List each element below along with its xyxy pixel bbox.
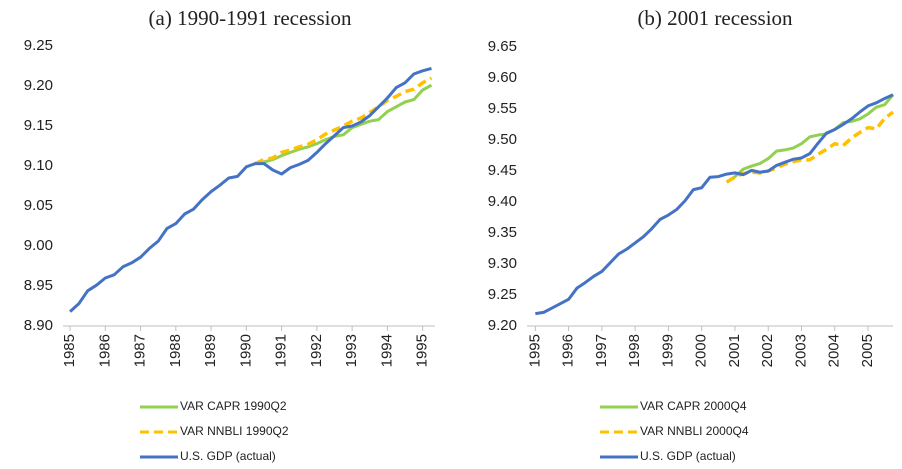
legend-label: VAR CAPR 1990Q2: [180, 399, 287, 413]
x-tick-label: 1992: [308, 334, 325, 367]
series-line: [725, 93, 895, 184]
y-tick-label: 8.95: [24, 277, 53, 294]
x-tick-label: 1998: [626, 334, 643, 367]
y-tick-label: 9.35: [488, 224, 517, 241]
y-tick-label: 9.20: [24, 77, 53, 94]
y-tick-label: 9.25: [24, 37, 53, 54]
y-tick-label: 9.60: [488, 69, 517, 86]
x-tick-label: 2000: [693, 334, 710, 367]
series-line: [254, 83, 433, 166]
y-tick-label: 9.40: [488, 193, 517, 210]
series-line: [69, 66, 432, 313]
y-tick-label: 9.00: [24, 237, 53, 254]
x-tick-label: 1994: [378, 334, 395, 367]
y-tick-label: 9.25: [488, 286, 517, 303]
x-tick-label: 1988: [167, 334, 184, 367]
x-tick-label: 1986: [96, 334, 113, 367]
x-tick-label: 1987: [132, 334, 149, 367]
chart-title: (b) 2001 recession: [637, 6, 793, 30]
legend-label: VAR NNBLI 2000Q4: [640, 424, 749, 438]
x-tick-label: 1996: [560, 334, 577, 367]
x-tick-label: 2003: [792, 334, 809, 367]
chart-title: (a) 1990-1991 recession: [149, 6, 352, 30]
series-line: [535, 93, 894, 316]
x-tick-label: 2004: [826, 334, 843, 367]
series-line: [254, 76, 433, 166]
x-tick-label: 1990: [237, 334, 254, 367]
y-tick-label: 9.30: [488, 255, 517, 272]
y-tick-label: 9.15: [24, 117, 53, 134]
y-tick-label: 9.45: [488, 162, 517, 179]
x-tick-label: 1995: [526, 334, 543, 367]
y-tick-label: 9.20: [488, 317, 517, 334]
x-tick-label: 1993: [343, 334, 360, 367]
y-tick-label: 9.50: [488, 131, 517, 148]
y-tick-label: 9.65: [488, 38, 517, 55]
x-tick-label: 1989: [202, 334, 219, 367]
legend-label: U.S. GDP (actual): [640, 449, 736, 463]
y-tick-label: 9.55: [488, 100, 517, 117]
x-tick-label: 2002: [759, 334, 776, 367]
x-tick-label: 2001: [726, 334, 743, 367]
x-tick-label: 1995: [414, 334, 431, 367]
y-tick-label: 9.05: [24, 197, 53, 214]
x-tick-label: 1991: [273, 334, 290, 367]
y-tick-label: 8.90: [24, 317, 53, 334]
legend-label: U.S. GDP (actual): [180, 449, 276, 463]
x-tick-label: 1985: [61, 334, 78, 367]
legend-label: VAR CAPR 2000Q4: [640, 399, 747, 413]
x-tick-label: 1999: [659, 334, 676, 367]
x-tick-label: 1997: [593, 334, 610, 367]
y-tick-label: 9.10: [24, 157, 53, 174]
legend-label: VAR NNBLI 1990Q2: [180, 424, 289, 438]
x-tick-label: 2005: [859, 334, 876, 367]
